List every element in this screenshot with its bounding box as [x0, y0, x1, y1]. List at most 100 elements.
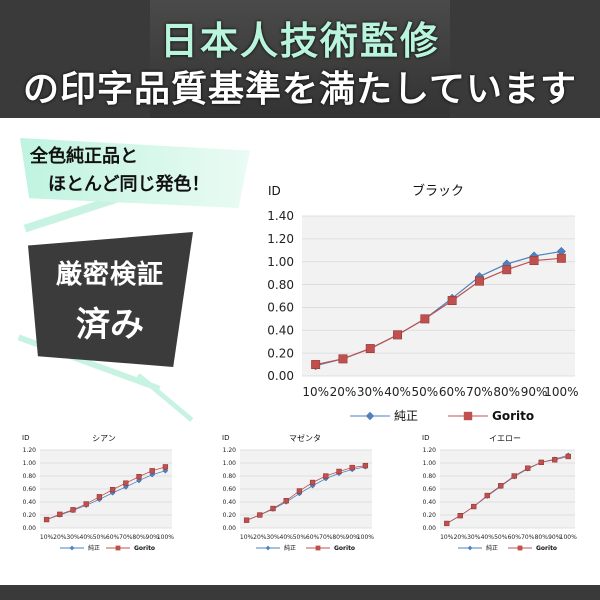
series-line-0	[246, 466, 366, 521]
data-point-a	[484, 493, 491, 499]
series-line-1	[446, 456, 569, 524]
x-tick-label: 90%	[346, 534, 360, 541]
series-line-1	[246, 465, 366, 521]
data-point-b	[149, 468, 155, 474]
legend-marker-a	[69, 545, 75, 551]
x-tick-label: 10%	[240, 534, 254, 541]
data-point-b	[484, 492, 490, 499]
data-point-b	[556, 253, 566, 263]
data-point-a	[362, 464, 369, 470]
y-tick-label: 0.80	[223, 473, 237, 480]
promo-badge-1-text: 全色純正品と ほとんど同じ発色！	[30, 143, 250, 199]
data-point-b	[525, 465, 531, 471]
x-tick-label: 10%	[302, 385, 329, 399]
x-tick-label: 30%	[66, 534, 80, 541]
data-point-b	[552, 457, 558, 463]
data-point-a	[309, 482, 316, 489]
x-tick-label: 10%	[40, 534, 54, 541]
data-point-b	[538, 459, 544, 466]
x-tick-label: 60%	[306, 534, 320, 541]
data-point-b	[502, 265, 512, 275]
data-point-a	[392, 330, 403, 340]
x-tick-label: 100%	[560, 534, 577, 541]
y-tick-label: 0.40	[423, 499, 437, 506]
promo-badge-1-line1: 全色純正品と	[30, 146, 138, 167]
data-point-a	[57, 512, 63, 518]
y-tick-label: 1.20	[23, 447, 37, 454]
legend-label: 純正	[486, 544, 498, 552]
legend-label: Gorito	[334, 545, 355, 552]
y-tick-label: 0.40	[267, 323, 294, 337]
x-tick-label: 80%	[535, 534, 549, 541]
x-tick-label: 60%	[508, 534, 522, 541]
data-point-a	[149, 471, 155, 478]
data-point-a	[349, 466, 355, 473]
x-tick-label: 20%	[253, 534, 267, 541]
legend-label: Gorito	[492, 409, 534, 423]
data-point-b	[162, 464, 169, 470]
y-tick-label: 0.00	[223, 525, 237, 532]
data-point-a	[338, 354, 348, 364]
y-tick-label: 0.60	[23, 486, 37, 493]
chart-title: イエロー	[489, 434, 521, 443]
y-tick-label: 0.20	[423, 512, 437, 519]
y-tick-label: 0.40	[223, 499, 237, 506]
chart-0: 0.00 0.20 0.40 0.60 0.80 1.00 1.20 1.40 10% 20% 30…	[267, 183, 578, 423]
series-line-0	[446, 454, 569, 524]
data-point-a	[270, 506, 276, 512]
y-tick-label: 0.20	[23, 512, 37, 519]
x-tick-label: 80%	[132, 534, 146, 541]
legend-label: Gorito	[536, 545, 557, 552]
y-tick-label: 0.00	[423, 525, 437, 532]
x-tick-label: 80%	[332, 534, 346, 541]
data-point-a	[443, 520, 450, 527]
x-tick-label: 90%	[146, 534, 160, 541]
data-point-b	[529, 256, 539, 266]
data-point-a	[83, 502, 89, 509]
data-point-a	[243, 517, 250, 523]
promo-badge-1-line2: ほとんど同じ発色！	[48, 174, 210, 195]
data-point-a	[502, 259, 512, 269]
legend-marker-b	[517, 545, 523, 551]
x-tick-label: 40%	[384, 385, 411, 399]
series-line-0	[315, 250, 562, 367]
data-point-a	[538, 459, 545, 466]
legend-marker-b	[315, 545, 321, 551]
header-line2: の印字品質基準を満たしています	[23, 69, 577, 110]
promo-badge-1	[20, 138, 250, 208]
chart-title: ブラック	[412, 183, 464, 199]
data-point-b	[471, 503, 477, 510]
y-tick-label: 0.00	[23, 525, 37, 532]
y-tick-label: 0.60	[223, 486, 237, 493]
y-tick-label: 0.60	[423, 486, 437, 493]
header-line1: 日本人技術監修	[159, 19, 440, 63]
x-tick-label: 70%	[521, 534, 535, 541]
data-point-b	[136, 474, 142, 480]
data-point-b	[70, 507, 76, 513]
y-axis-label: ID	[222, 434, 229, 442]
y-axis-label: ID	[22, 434, 29, 442]
legend-label: 純正	[88, 544, 100, 552]
y-tick-label: 0.80	[23, 473, 37, 480]
x-tick-label: 60%	[106, 534, 120, 541]
promo-badge-2-line1: 厳密検証	[55, 260, 164, 290]
data-point-a	[365, 344, 375, 354]
data-point-b	[83, 501, 89, 507]
y-tick-label: 1.20	[423, 447, 437, 454]
data-point-b	[457, 513, 463, 519]
data-point-b	[362, 462, 369, 469]
x-tick-label: 50%	[412, 385, 439, 399]
data-point-a	[70, 507, 76, 514]
x-tick-label: 40%	[80, 534, 94, 541]
x-tick-label: 50%	[494, 534, 508, 541]
series-line-1	[46, 466, 166, 520]
data-point-b	[447, 296, 457, 306]
data-point-a	[257, 512, 263, 518]
data-point-b	[57, 511, 63, 518]
x-tick-label: 30%	[266, 534, 280, 541]
series-line-1	[315, 257, 562, 366]
chart-title: シアン	[92, 434, 116, 443]
data-point-b	[349, 464, 355, 471]
data-point-a	[162, 468, 169, 474]
legend-label: 純正	[284, 544, 296, 552]
